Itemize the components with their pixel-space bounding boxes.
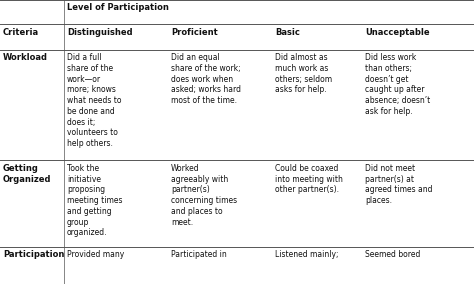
Text: Proficient: Proficient (171, 28, 218, 37)
Text: Did a full
share of the
work—or
more; knows
what needs to
be done and
does it;
v: Did a full share of the work—or more; kn… (67, 53, 121, 148)
Text: Criteria: Criteria (3, 28, 39, 37)
Text: Basic: Basic (275, 28, 300, 37)
Text: Participation: Participation (3, 250, 64, 260)
Text: Did not meet
partner(s) at
agreed times and
places.: Did not meet partner(s) at agreed times … (365, 164, 433, 205)
Text: Distinguished: Distinguished (67, 28, 132, 37)
Text: Level of Participation: Level of Participation (67, 3, 169, 12)
Text: Took the
initiative
proposing
meeting times
and getting
group
organized.: Took the initiative proposing meeting ti… (67, 164, 122, 237)
Text: Provided many: Provided many (67, 250, 124, 260)
Text: Could be coaxed
into meeting with
other partner(s).: Could be coaxed into meeting with other … (275, 164, 343, 194)
Text: Listened mainly;: Listened mainly; (275, 250, 339, 260)
Text: Unacceptable: Unacceptable (365, 28, 430, 37)
Text: Getting
Organized: Getting Organized (3, 164, 51, 184)
Text: Worked
agreeably with
partner(s)
concerning times
and places to
meet.: Worked agreeably with partner(s) concern… (171, 164, 237, 227)
Text: Workload: Workload (3, 53, 48, 62)
Text: Seemed bored: Seemed bored (365, 250, 421, 260)
Text: Participated in: Participated in (171, 250, 227, 260)
Text: Did an equal
share of the work;
does work when
asked; works hard
most of the tim: Did an equal share of the work; does wor… (171, 53, 241, 105)
Text: Did almost as
much work as
others; seldom
asks for help.: Did almost as much work as others; seldo… (275, 53, 333, 94)
Text: Did less work
than others;
doesn’t get
caught up after
absence; doesn’t
ask for : Did less work than others; doesn’t get c… (365, 53, 431, 116)
